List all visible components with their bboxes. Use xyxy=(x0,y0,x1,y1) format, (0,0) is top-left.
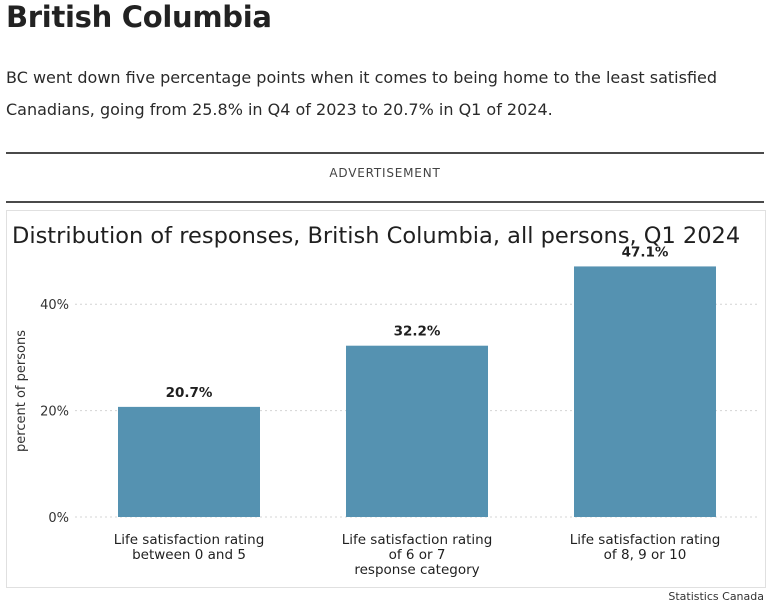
value-label: 32.2% xyxy=(394,324,441,340)
y-tick-label: 20% xyxy=(40,405,69,420)
y-tick-label: 0% xyxy=(48,511,69,526)
bars xyxy=(118,266,716,517)
x-tick-labels: Life satisfaction rating between 0 and 5 L… xyxy=(114,532,721,578)
article-paragraph: BC went down five percentage points when… xyxy=(6,68,718,119)
y-axis-label: percent of persons xyxy=(14,330,29,452)
x-tick-label: Life satisfaction rating of 6 or 7 respons… xyxy=(342,532,493,578)
article-heading: British Columbia xyxy=(6,0,272,34)
y-tick-label: 40% xyxy=(40,298,69,313)
source-credit: Statistics Canada xyxy=(668,590,764,603)
value-labels: 20.7% 32.2% 47.1% xyxy=(166,244,669,400)
bar xyxy=(118,406,260,517)
bar xyxy=(574,266,716,517)
bar-chart: Distribution of responses, British Colum… xyxy=(12,223,759,578)
y-tick-labels: 0% 20% 40% xyxy=(40,298,69,526)
divider-top xyxy=(6,152,764,154)
divider-bottom xyxy=(6,201,764,203)
chart-image: Distribution of responses, British Colum… xyxy=(6,210,766,588)
value-label: 47.1% xyxy=(622,244,669,260)
bar xyxy=(346,345,488,517)
x-tick-label: Life satisfaction rating of 8, 9 or 10 xyxy=(570,532,721,563)
x-tick-label: Life satisfaction rating between 0 and 5 xyxy=(114,532,265,563)
advertisement-label: ADVERTISEMENT xyxy=(329,166,441,180)
value-label: 20.7% xyxy=(166,385,213,401)
chart-title: Distribution of responses, British Colum… xyxy=(12,223,740,249)
